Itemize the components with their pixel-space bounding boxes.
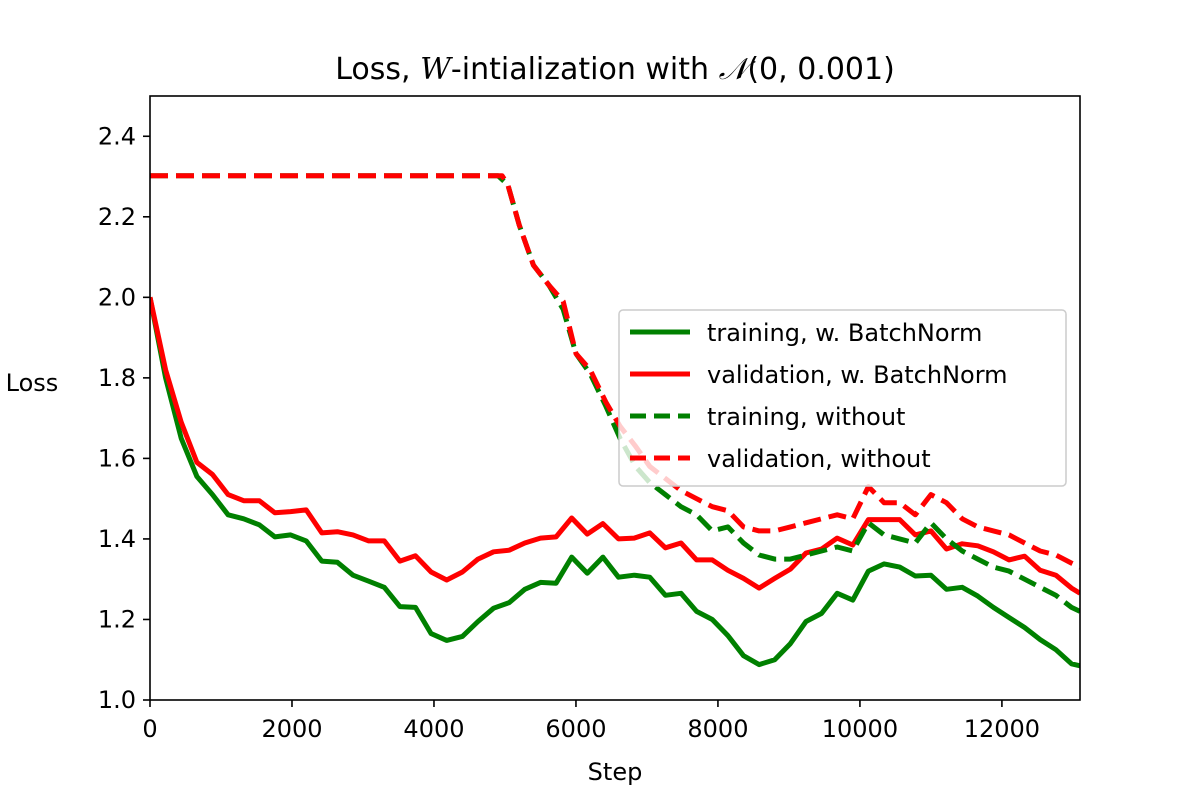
- y-tick-label: 1.8: [98, 364, 136, 392]
- y-tick-label: 1.0: [98, 686, 136, 714]
- legend-label-1: training, w. BatchNorm: [707, 319, 982, 347]
- y-tick-label: 2.2: [98, 203, 136, 231]
- title-suffix: (0, 0.001): [747, 52, 894, 87]
- legend: training, w. BatchNorm validation, w. Bat…: [618, 309, 1067, 487]
- series-line-4: [150, 173, 1080, 570]
- x-tick-label: 6000: [545, 715, 606, 743]
- x-tick-label: 0: [142, 715, 157, 743]
- series-line-2: [150, 296, 1080, 596]
- y-tick-label: 1.6: [98, 444, 136, 472]
- x-axis-label: Step: [588, 758, 643, 786]
- x-tick-label: 4000: [403, 715, 464, 743]
- series-line-1: [150, 296, 1080, 669]
- y-tick-label: 1.4: [98, 525, 136, 553]
- title-prefix: Loss,: [335, 52, 420, 87]
- chart-title: Loss, W-intialization with 𝒩(0, 0.001): [335, 52, 895, 87]
- plot-lines: [150, 173, 1080, 669]
- legend-label-4: validation, without: [707, 445, 931, 473]
- title-variable: W: [420, 52, 453, 87]
- y-tick-label: 2.4: [98, 122, 136, 150]
- y-axis-label: Loss: [6, 369, 59, 397]
- title-middle: -intialization with: [451, 52, 719, 87]
- y-tick-label: 2.0: [98, 283, 136, 311]
- plot-area-frame: [149, 95, 1081, 701]
- legend-label-2: validation, w. BatchNorm: [707, 361, 1008, 389]
- x-tick-label: 10000: [822, 715, 898, 743]
- legend-box: [618, 309, 1067, 487]
- x-tick-label: 2000: [261, 715, 322, 743]
- y-axis-ticks: 1.0 1.2 1.4 1.6 1.8 2.0 2.2 2.4: [98, 122, 150, 714]
- x-axis-ticks: 0 2000 4000 6000 8000 10000 12000: [142, 700, 1040, 743]
- y-tick-label: 1.2: [98, 605, 136, 633]
- legend-label-3: training, without: [707, 403, 905, 431]
- x-tick-label: 8000: [687, 715, 748, 743]
- x-tick-label: 12000: [964, 715, 1040, 743]
